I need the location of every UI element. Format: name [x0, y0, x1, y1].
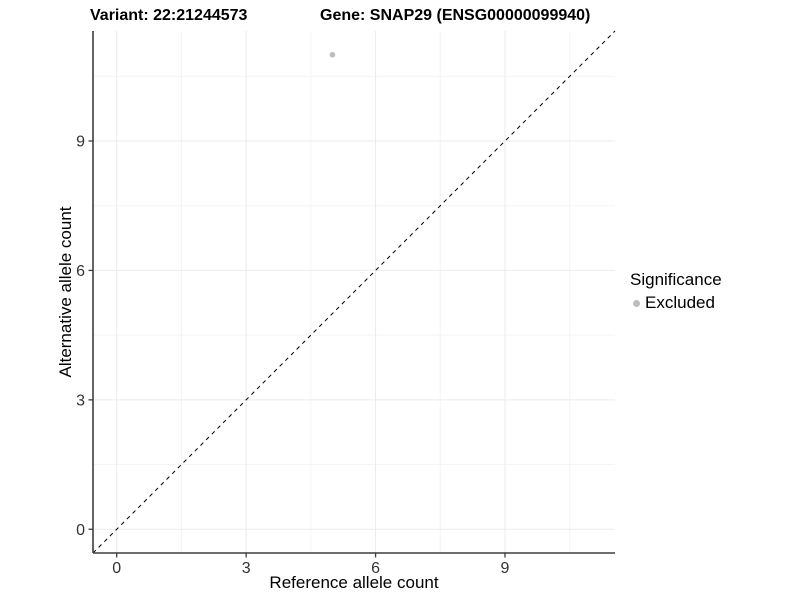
plot-title-variant: Variant: 22:21244573	[90, 7, 248, 24]
y-axis-title: Alternative allele count	[56, 206, 75, 378]
legend: Significance Excluded	[630, 270, 722, 313]
x-tick-label: 9	[501, 560, 510, 577]
y-tick-label: 3	[76, 392, 85, 409]
data-point	[329, 51, 336, 58]
legend-entry-excluded: Excluded	[630, 293, 722, 313]
x-tick-label: 6	[371, 560, 380, 577]
x-axis-title: Reference allele count	[269, 573, 439, 592]
identity-dashed-line	[92, 30, 616, 554]
x-tick-label: 0	[112, 560, 121, 577]
legend-point-swatch-icon	[633, 299, 640, 307]
y-tick-label: 9	[76, 134, 85, 151]
y-tick-label: 6	[76, 263, 85, 280]
y-tick-label: 0	[76, 522, 85, 539]
plot-title-gene: Gene: SNAP29 (ENSG00000099940)	[320, 7, 591, 24]
legend-entry-label: Excluded	[645, 293, 715, 312]
legend-title: Significance	[630, 270, 722, 289]
x-tick-label: 3	[242, 560, 251, 577]
